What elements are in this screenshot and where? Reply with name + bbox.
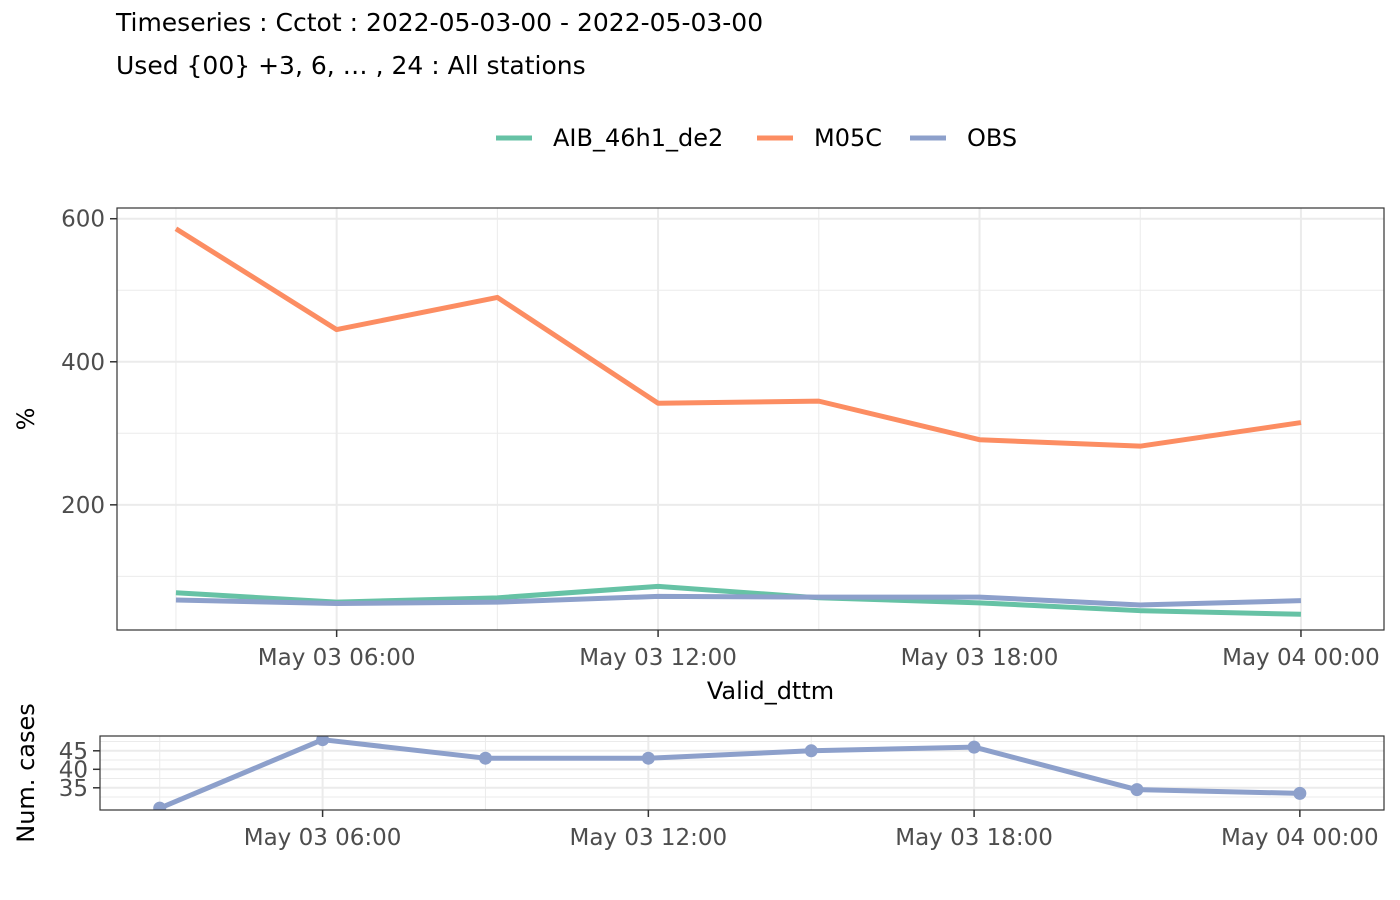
x-tick-label: May 03 18:00 (901, 645, 1059, 671)
panel-border (116, 207, 1385, 631)
x-tick-label: May 03 12:00 (579, 645, 737, 671)
data-point (1293, 786, 1307, 800)
data-point (804, 744, 818, 758)
x-tick-label: May 04 00:00 (1221, 825, 1379, 851)
x-axis-label: Valid_dttm (707, 677, 834, 705)
series-line-m05c (174, 226, 1302, 449)
gridlines (100, 736, 1384, 810)
x-tick-label: May 03 06:00 (258, 645, 416, 671)
y-tick-label: 400 (61, 350, 105, 376)
plot-background (100, 736, 1384, 810)
y-tick-label: 45 (59, 739, 88, 765)
legend-label: OBS (967, 124, 1017, 152)
plot-background (117, 208, 1384, 630)
x-tick-label: May 03 12:00 (569, 825, 727, 851)
count-panel: May 03 06:00 May 03 12:00 May 03 18:00 May … (12, 703, 1385, 851)
series-group (153, 736, 1307, 810)
y-axis-label: Num. cases (12, 703, 40, 842)
legend: AIB_46h1_de2 M05C OBS (496, 124, 1017, 152)
chart-subtitle: Used {00} +3, 6, … , 24 : All stations (116, 51, 586, 80)
series-group (174, 226, 1302, 617)
chart-title: Timeseries : Cctot : 2022-05-03-00 - 202… (116, 8, 764, 37)
x-tick-label: May 04 00:00 (1222, 645, 1380, 671)
y-axis-label: % (12, 408, 40, 431)
y-tick-label: 40 (59, 757, 88, 783)
y-tick-label: 35 (59, 776, 88, 802)
series-line-0 (158, 737, 1300, 810)
panel-border (99, 735, 1385, 811)
legend-item: M05C (757, 124, 882, 152)
x-tick-label: May 03 06:00 (244, 825, 402, 851)
data-point (641, 751, 655, 765)
data-point (316, 736, 330, 747)
y-tick-label: 600 (61, 207, 105, 233)
legend-item: OBS (910, 124, 1017, 152)
data-point (153, 801, 167, 810)
data-point (478, 751, 492, 765)
data-point (967, 740, 981, 754)
legend-label: AIB_46h1_de2 (553, 124, 723, 152)
series-line-obs (175, 593, 1302, 608)
legend-label: M05C (814, 124, 882, 152)
x-tick-label: May 03 18:00 (895, 825, 1053, 851)
main-panel: May 03 06:00 May 03 12:00 May 03 18:00 May … (12, 207, 1385, 705)
data-point (1130, 783, 1144, 797)
legend-item: AIB_46h1_de2 (496, 124, 723, 152)
gridlines (117, 208, 1384, 630)
y-tick-label: 200 (61, 493, 105, 519)
